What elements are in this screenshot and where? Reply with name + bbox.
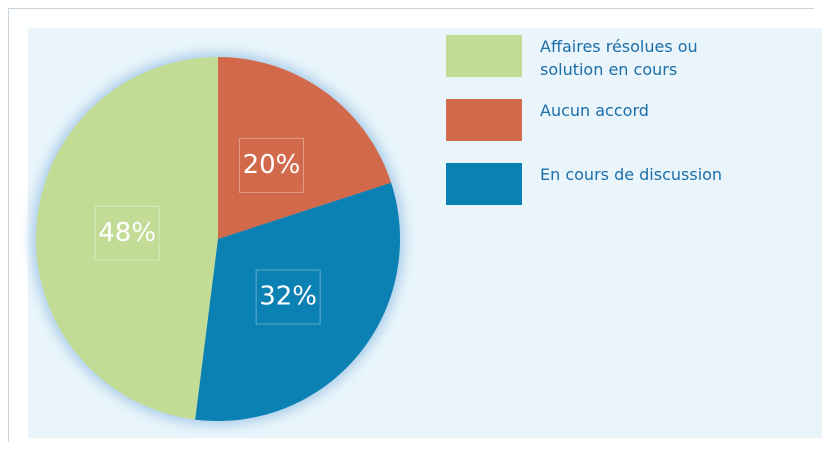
- legend-label: Affaires résolues ou solution en cours: [540, 37, 698, 79]
- legend-item: En cours de discussion: [446, 163, 806, 205]
- label-box: [238, 137, 304, 193]
- data-label: 48%: [98, 218, 156, 248]
- pie-slice: [195, 182, 401, 421]
- label-box: [94, 205, 160, 261]
- legend-swatch: [446, 163, 522, 205]
- pie-slice: [35, 57, 218, 420]
- legend-item: Aucun accord: [446, 99, 806, 141]
- data-label: 32%: [259, 282, 317, 312]
- pie-slice: [218, 57, 392, 239]
- data-label: 20%: [243, 150, 301, 180]
- legend-label: Aucun accord: [540, 101, 649, 120]
- label-box: [255, 269, 321, 325]
- legend-swatch: [446, 99, 522, 141]
- frame: [8, 8, 814, 442]
- legend-label: En cours de discussion: [540, 165, 723, 184]
- legend: Affaires résolues ou solution en cours Au…: [446, 35, 806, 227]
- legend-item: Affaires résolues ou solution en cours: [446, 35, 806, 79]
- legend-swatch: [446, 35, 522, 77]
